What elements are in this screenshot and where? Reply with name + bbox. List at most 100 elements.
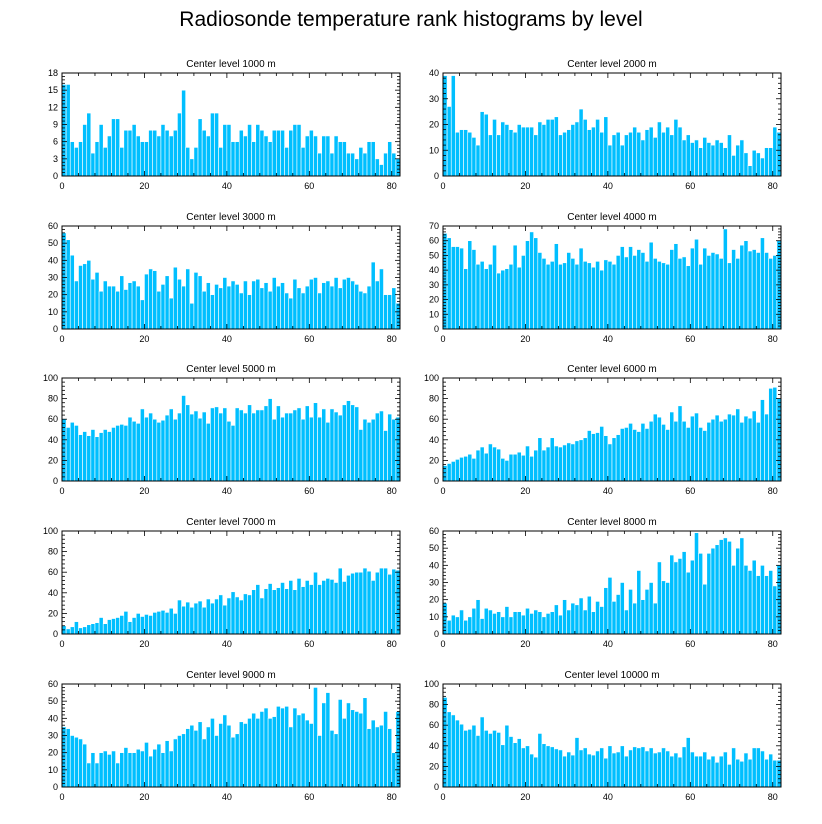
bar: [533, 449, 539, 482]
bar: [197, 275, 203, 330]
bar: [698, 553, 703, 635]
bar: [665, 750, 671, 788]
bar: [570, 754, 576, 788]
bar: [529, 231, 534, 330]
bar: [366, 285, 372, 330]
bar: [177, 112, 182, 177]
bar: [521, 747, 526, 788]
bar: [379, 410, 384, 482]
bar: [329, 408, 335, 482]
bar: [685, 737, 691, 788]
bar: [164, 275, 170, 330]
bar: [370, 580, 376, 635]
bar: [201, 606, 207, 635]
bar: [74, 425, 79, 482]
bar: [296, 287, 302, 330]
bar: [619, 428, 625, 482]
x-tick-label: 0: [59, 486, 64, 496]
bar: [94, 272, 100, 330]
y-tick-label: 20: [429, 595, 439, 605]
bar: [578, 597, 584, 635]
bar: [516, 738, 522, 788]
bar: [197, 118, 203, 177]
bar: [218, 594, 224, 635]
bar: [181, 89, 186, 177]
bar: [681, 256, 687, 330]
bar: [374, 158, 380, 177]
bar: [259, 597, 265, 635]
bar: [628, 423, 633, 482]
bar: [341, 404, 347, 482]
bar: [309, 416, 314, 482]
bar: [735, 144, 741, 177]
bar: [562, 755, 567, 788]
bar: [144, 416, 149, 482]
x-tick-label: 60: [304, 181, 314, 191]
bar: [387, 573, 393, 635]
bar: [197, 600, 203, 635]
y-tick-label: 0: [434, 629, 439, 639]
bar: [450, 461, 456, 482]
bar: [537, 733, 543, 788]
bar: [230, 736, 236, 788]
bars: [442, 697, 782, 788]
bar: [619, 246, 625, 330]
bar: [586, 262, 592, 330]
bar: [119, 615, 125, 635]
panel-5: Center level 5000 m 0 20 40 60 80 0 20 40 60 80 100: [43, 364, 401, 496]
bar: [288, 580, 294, 635]
x-tick-label: 80: [387, 181, 397, 191]
bar: [247, 124, 252, 177]
bar: [255, 124, 261, 177]
bar: [760, 399, 765, 482]
bar: [652, 413, 658, 482]
bar: [549, 746, 555, 788]
bar: [475, 449, 481, 482]
bar: [362, 152, 368, 177]
bar: [395, 158, 401, 177]
bar: [743, 752, 749, 788]
bars: [61, 84, 401, 177]
bar: [562, 599, 567, 635]
bar: [177, 278, 182, 330]
bar: [123, 129, 129, 177]
bar: [541, 449, 547, 482]
bar: [516, 266, 522, 330]
bar: [698, 147, 703, 177]
y-tick-label: 0: [434, 782, 439, 792]
y-tick-label: 6: [53, 137, 58, 147]
bar: [300, 292, 306, 330]
bar: [492, 244, 497, 330]
x-tick-label: 60: [685, 334, 695, 344]
y-tick-label: 80: [429, 700, 439, 710]
bar: [504, 724, 510, 788]
bar: [529, 455, 534, 482]
x-tick-label: 60: [685, 639, 695, 649]
bar: [69, 254, 75, 330]
panel-title: Center level 6000 m: [567, 364, 657, 375]
bar: [152, 418, 158, 482]
bar: [366, 421, 372, 482]
bar: [148, 615, 153, 635]
x-tick-label: 20: [139, 639, 149, 649]
bar: [358, 571, 364, 635]
bar: [78, 738, 83, 788]
bar: [255, 278, 261, 330]
bar: [346, 400, 351, 482]
bar: [189, 724, 195, 788]
bar: [582, 261, 588, 330]
bar: [661, 262, 666, 330]
bar: [374, 280, 380, 330]
bar: [512, 244, 518, 330]
bar: [131, 280, 137, 330]
bar: [276, 129, 281, 177]
bar: [755, 152, 761, 177]
bar: [665, 582, 671, 635]
panel-title: Center level 2000 m: [567, 59, 657, 70]
bar: [210, 407, 215, 482]
y-tick-label: 60: [429, 414, 439, 424]
bar: [247, 718, 252, 788]
bar: [595, 750, 600, 788]
bar: [718, 258, 724, 330]
bar: [611, 263, 617, 330]
